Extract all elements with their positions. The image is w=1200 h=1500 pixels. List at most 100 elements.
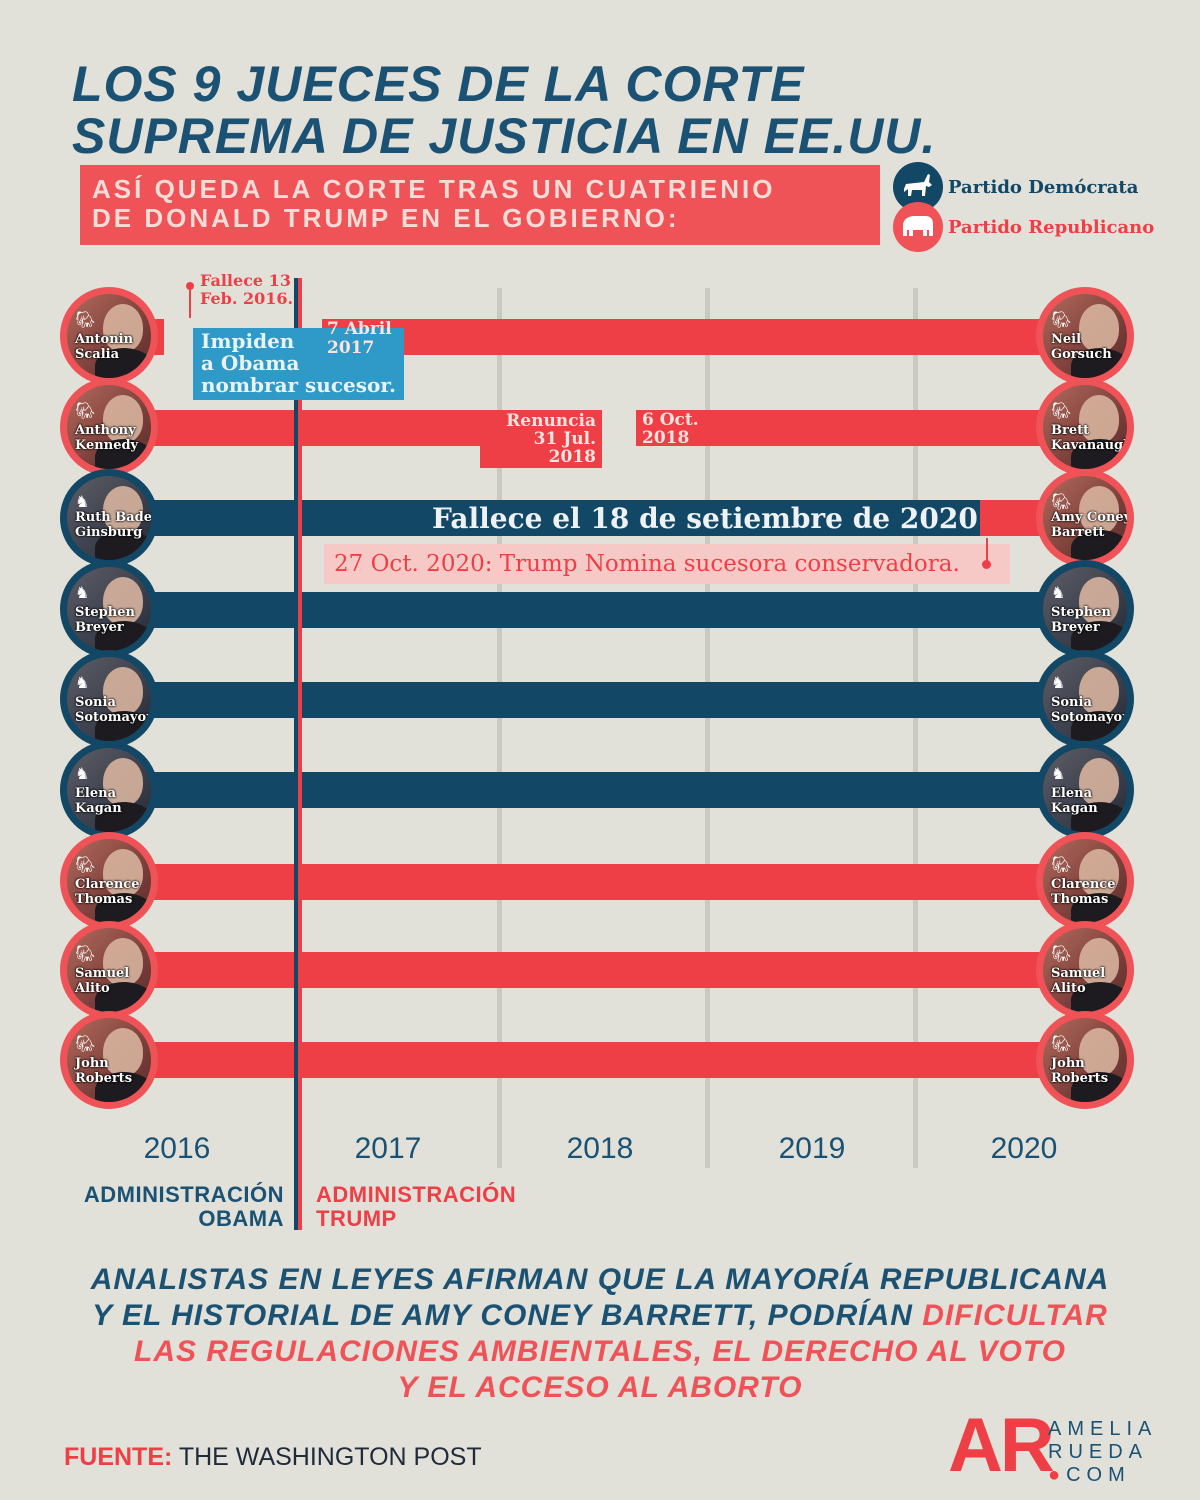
barrett-nomination-note bbox=[324, 544, 1010, 584]
last-name: Breyer bbox=[75, 620, 124, 635]
last-name: Kennedy bbox=[75, 438, 139, 453]
logo-line-3-text: COM bbox=[1066, 1464, 1131, 1486]
legend-rep-label: Partido Republicano bbox=[948, 217, 1155, 238]
justice-name: Brett Kavanaugh bbox=[1051, 423, 1127, 453]
blocked-line-2: a Obama bbox=[201, 351, 300, 375]
year-2018: 2018 bbox=[566, 1132, 634, 1165]
justice-roberts-2020: 🐘︎ John Roberts bbox=[1036, 1011, 1134, 1109]
kavanaugh-date-line-2: 2018 bbox=[642, 428, 690, 448]
last-name: Kagan bbox=[1051, 801, 1098, 816]
first-name: Ruth Bader bbox=[75, 510, 158, 525]
justice-name: John Roberts bbox=[75, 1056, 151, 1086]
justice-name: Clarence Thomas bbox=[1051, 877, 1127, 907]
donkey-icon: ♞ bbox=[75, 673, 90, 692]
source-value: THE WASHINGTON POST bbox=[178, 1443, 482, 1471]
admin-trump-label: ADMINISTRACIÓN TRUMP bbox=[316, 1183, 576, 1231]
last-name: Sotomayor bbox=[75, 710, 153, 725]
justice-name: Samuel Alito bbox=[1051, 966, 1127, 996]
justice-sotomayor-2020: ♞ Sonia Sotomayor bbox=[1036, 650, 1134, 748]
donkey-icon bbox=[893, 162, 943, 212]
logo-wordmark: AMELIA RUEDA ●COM bbox=[1048, 1418, 1151, 1487]
justice-gorsuch: 🐘︎ Neil Gorsuch bbox=[1036, 287, 1134, 385]
year-2019: 2019 bbox=[778, 1132, 846, 1165]
first-name: Neil bbox=[1051, 332, 1082, 347]
last-name: Scalia bbox=[75, 347, 120, 362]
elephant-icon: 🐘︎ bbox=[1051, 401, 1072, 420]
last-name: Ginsburg bbox=[75, 525, 143, 540]
source: FUENTE: THE WASHINGTON POST bbox=[64, 1443, 482, 1472]
subtitle: ASÍ QUEDA LA CORTE TRAS UN CUATRIENIO DE… bbox=[92, 175, 872, 233]
bar-kavanaugh bbox=[636, 410, 1092, 446]
scalia-death-dot bbox=[186, 282, 194, 290]
first-name: Elena bbox=[75, 786, 116, 801]
justice-name: Stephen Breyer bbox=[1051, 605, 1127, 635]
kavanaugh-date-note: 6 Oct. 2018 bbox=[642, 411, 699, 447]
bar-ginsburg bbox=[110, 500, 980, 536]
elephant-icon: 🐘︎ bbox=[1051, 944, 1072, 963]
last-name: Sotomayor bbox=[1051, 710, 1129, 725]
statement-line-3: LAS REGULACIONES AMBIENTALES, EL DERECHO… bbox=[134, 1335, 1066, 1368]
statement-line-2-blue: Y EL HISTORIAL DE AMY CONEY BARRETT, POD… bbox=[92, 1299, 923, 1332]
page-title: LOS 9 JUECES DE LA CORTE SUPREMA DE JUST… bbox=[72, 58, 1132, 162]
first-name: Samuel bbox=[75, 966, 130, 981]
source-label: FUENTE: bbox=[64, 1443, 173, 1471]
elephant-icon: 🐘︎ bbox=[75, 944, 96, 963]
first-name: John bbox=[1051, 1056, 1085, 1071]
gridline-2018 bbox=[497, 288, 502, 1168]
bar-kagan bbox=[110, 772, 1092, 808]
elephant-icon bbox=[893, 202, 943, 252]
last-name: Thomas bbox=[75, 892, 133, 907]
year-2016: 2016 bbox=[143, 1132, 211, 1165]
blocked-line-1: Impiden bbox=[201, 329, 295, 353]
first-name: Antonin bbox=[75, 332, 134, 347]
bar-roberts bbox=[110, 1042, 1092, 1078]
justice-alito: 🐘︎ Samuel Alito bbox=[60, 921, 158, 1019]
justice-sotomayor: ♞ Sonia Sotomayor bbox=[60, 650, 158, 748]
admin-obama-line-2: OBAMA bbox=[198, 1206, 284, 1231]
last-name: Roberts bbox=[75, 1071, 133, 1086]
justice-name: Anthony Kennedy bbox=[75, 423, 151, 453]
elephant-icon: 🐘︎ bbox=[1051, 855, 1072, 874]
divider-obama bbox=[294, 278, 298, 1230]
divider-trump bbox=[298, 278, 302, 1230]
donkey-icon: ♞ bbox=[1051, 764, 1066, 783]
scalia-death-line-2: Feb. 2016. bbox=[200, 289, 294, 308]
justice-name: Stephen Breyer bbox=[75, 605, 151, 635]
last-name: Kagan bbox=[75, 801, 122, 816]
blocked-line-3: nombrar sucesor. bbox=[201, 373, 396, 397]
justice-breyer: ♞ Stephen Breyer bbox=[60, 560, 158, 658]
logo-line-2: RUEDA bbox=[1048, 1441, 1149, 1463]
first-name: Stephen bbox=[1051, 605, 1111, 620]
justice-kavanaugh: 🐘︎ Brett Kavanaugh bbox=[1036, 378, 1134, 476]
ginsburg-death-note: Fallece el 18 de setiembre de 2020 bbox=[432, 502, 978, 535]
justice-name: Amy Coney Barrett bbox=[1051, 510, 1127, 540]
subtitle-line-2: DE DONALD TRUMP EN EL GOBIERNO: bbox=[92, 203, 680, 233]
elephant-icon: 🐘︎ bbox=[75, 401, 96, 420]
elephant-icon: 🐘︎ bbox=[1051, 492, 1072, 511]
analysis-statement: ANALISTAS EN LEYES AFIRMAN QUE LA MAYORÍ… bbox=[40, 1262, 1160, 1406]
justice-ginsburg: ♞ Ruth Bader Ginsburg bbox=[60, 469, 158, 567]
kavanaugh-date-line-1: 6 Oct. bbox=[642, 410, 699, 430]
statement-line-4: Y EL ACCESO AL ABORTO bbox=[397, 1371, 803, 1404]
justice-name: Neil Gorsuch bbox=[1051, 332, 1127, 362]
last-name: Barrett bbox=[1051, 525, 1105, 540]
bar-alito bbox=[110, 952, 1092, 988]
justice-name: Sonia Sotomayor bbox=[1051, 695, 1129, 725]
logo-mark: AR bbox=[948, 1403, 1055, 1488]
subtitle-line-1: ASÍ QUEDA LA CORTE TRAS UN CUATRIENIO bbox=[92, 174, 776, 204]
justice-kagan: ♞ Elena Kagan bbox=[60, 741, 158, 839]
bar-thomas bbox=[110, 864, 1092, 900]
scalia-death-note: Fallece 13 Feb. 2016. bbox=[200, 272, 293, 308]
gridline-2020 bbox=[913, 288, 918, 1168]
title-line-2: SUPREMA DE JUSTICIA EN EE.UU. bbox=[72, 108, 937, 164]
donkey-icon: ♞ bbox=[1051, 583, 1066, 602]
legend-dem-label: Partido Demócrata bbox=[948, 177, 1139, 198]
elephant-icon: 🐘︎ bbox=[1051, 1034, 1072, 1053]
gorsuch-date-line-1: 7 Abril bbox=[327, 319, 392, 339]
first-name: Sonia bbox=[75, 695, 116, 710]
first-name: Brett bbox=[1051, 423, 1090, 438]
admin-trump-line-1: ADMINISTRACIÓN bbox=[316, 1182, 517, 1207]
justice-name: Sonia Sotomayor bbox=[75, 695, 153, 725]
justice-roberts: 🐘︎ John Roberts bbox=[60, 1011, 158, 1109]
admin-obama-label: ADMINISTRACIÓN OBAMA bbox=[40, 1183, 284, 1231]
